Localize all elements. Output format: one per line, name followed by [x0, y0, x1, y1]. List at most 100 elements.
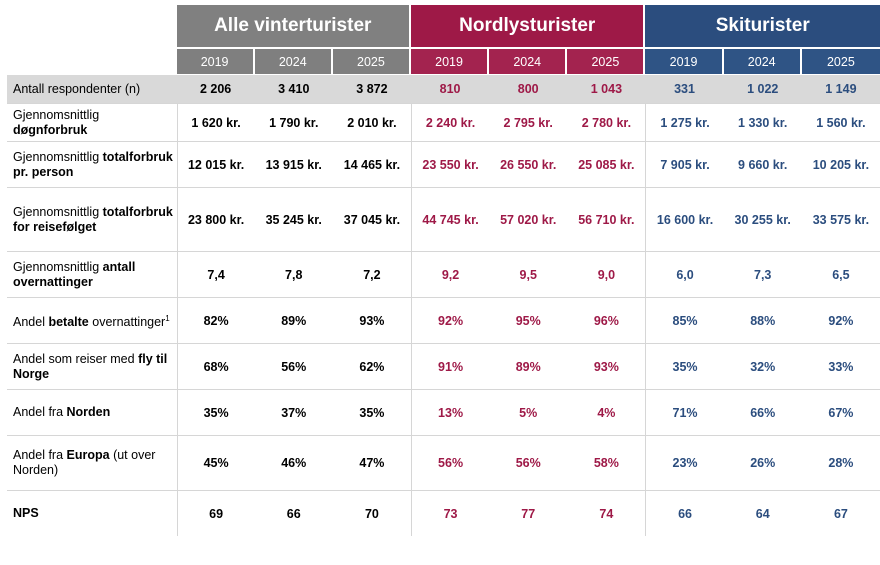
year-cell: 2025 — [567, 47, 646, 74]
table-cell: 67 — [801, 490, 880, 536]
table-cell: 66% — [723, 389, 802, 435]
row-label: Gjennomsnittlig antall overnattinger — [7, 251, 177, 297]
table-cell: 73 — [410, 490, 490, 536]
row-label-bold: NPS — [13, 506, 39, 520]
table-cell: 56% — [410, 435, 490, 490]
respondents-value: 800 — [489, 74, 568, 103]
table-cell: 2 780 kr. — [567, 103, 646, 141]
table-cell: 58% — [567, 435, 646, 490]
row-label-text: Andel fra — [13, 405, 64, 419]
table-cell: 1 275 kr. — [645, 103, 724, 141]
row-label-text: Andel — [13, 315, 45, 330]
row-label: Andel fra Europa (ut over Norden) — [7, 435, 177, 490]
table-cell: 88% — [723, 297, 802, 343]
row-label-bold: Europa — [66, 448, 110, 462]
table-cell: 92% — [801, 297, 880, 343]
table-cell: 23 800 kr. — [176, 187, 255, 251]
year-cell: 2024 — [489, 47, 568, 74]
row-label-bold: døgnforbruk — [13, 122, 88, 137]
row-label: Andel som reiser med fly til Norge — [7, 343, 177, 389]
table-cell: 69 — [176, 490, 255, 536]
table-cell: 66 — [254, 490, 333, 536]
table-cell: 9 660 kr. — [723, 141, 802, 187]
year-cell: 2024 — [254, 47, 333, 74]
table-cell: 1 330 kr. — [723, 103, 802, 141]
row-label-text: Gjennomsnittlig — [13, 107, 100, 122]
table-cell: 47% — [332, 435, 411, 490]
table-cell: 9,5 — [489, 251, 568, 297]
row-label: Andel fra Norden — [7, 389, 177, 435]
table-cell: 6,0 — [645, 251, 724, 297]
table-cell: 7,8 — [254, 251, 333, 297]
table-cell: 25 085 kr. — [567, 141, 646, 187]
table-cell: 46% — [254, 435, 333, 490]
row-label-bold: totalforbruk for reisefølget — [13, 204, 173, 234]
table-cell: 26% — [723, 435, 802, 490]
table-cell: 44 745 kr. — [410, 187, 490, 251]
table-cell: 7,2 — [332, 251, 411, 297]
table-cell: 66 — [645, 490, 724, 536]
row-label-text: Andel som reiser med — [13, 351, 135, 366]
respondents-label: Antall respondenter (n) — [7, 74, 177, 103]
table-cell: 70 — [332, 490, 411, 536]
table-cell: 13 915 kr. — [254, 141, 333, 187]
table-cell: 57 020 kr. — [489, 187, 568, 251]
table-cell: 74 — [567, 490, 646, 536]
table-cell: 96% — [567, 297, 646, 343]
table-cell: 28% — [801, 435, 880, 490]
table-cell: 71% — [645, 389, 724, 435]
table-cell: 23 550 kr. — [410, 141, 490, 187]
table-cell: 89% — [254, 297, 333, 343]
table-cell: 7,3 — [723, 251, 802, 297]
table-cell: 23% — [645, 435, 724, 490]
table-cell: 91% — [410, 343, 490, 389]
table-cell: 68% — [176, 343, 255, 389]
year-cell: 2019 — [410, 47, 490, 74]
year-cell: 2025 — [801, 47, 880, 74]
row-label-bold: totalforbruk pr. person — [13, 149, 173, 179]
row-label-text: Gjennomsnittlig — [13, 259, 100, 274]
table-row: Andel betalte overnattinger1 82% 89% 93% 92%… — [7, 297, 880, 343]
table-cell: 12 015 kr. — [176, 141, 255, 187]
respondents-value: 331 — [645, 74, 724, 103]
table-cell: 95% — [489, 297, 568, 343]
row-label: Gjennomsnittlig døgnforbruk — [7, 103, 177, 141]
row-label-bold: Norden — [66, 405, 111, 419]
table-cell: 37% — [254, 389, 333, 435]
table-cell: 93% — [332, 297, 411, 343]
row-label-text: Gjennomsnittlig — [13, 149, 100, 164]
row-label-bold: fly til Norge — [13, 351, 168, 381]
respondents-row: Antall respondenter (n) 2 206 3 410 3 87… — [7, 74, 880, 103]
year-cell: 2025 — [332, 47, 411, 74]
respondents-value: 1 043 — [567, 74, 646, 103]
table-cell: 77 — [489, 490, 568, 536]
table-cell: 56 710 kr. — [567, 187, 646, 251]
table-cell: 14 465 kr. — [332, 141, 411, 187]
table-cell: 26 550 kr. — [489, 141, 568, 187]
table-cell: 13% — [410, 389, 490, 435]
table-row: Gjennomsnittlig totalforbruk for reisefø… — [7, 187, 880, 251]
table-row: Andel fra Europa (ut over Norden) 45% 46% 4… — [7, 435, 880, 490]
row-label: Andel betalte overnattinger1 — [7, 297, 177, 343]
group-header-ski: Skiturister — [645, 5, 880, 47]
group-header-nordlys: Nordlysturister — [410, 5, 646, 47]
table-row: Gjennomsnittlig antall overnattinger 7,4 7… — [7, 251, 880, 297]
table-cell: 85% — [645, 297, 724, 343]
year-cell: 2019 — [645, 47, 724, 74]
year-header-row: 2019 2024 2025 2019 2024 2025 2019 2024 … — [7, 47, 880, 74]
group-header-alle: Alle vinterturister — [176, 5, 411, 47]
table-cell: 1 560 kr. — [801, 103, 880, 141]
row-label-text: Andel fra — [13, 448, 64, 462]
respondents-value: 2 206 — [176, 74, 255, 103]
table-cell: 1 620 kr. — [176, 103, 255, 141]
row-label: NPS — [7, 490, 177, 536]
respondents-value: 1 022 — [723, 74, 802, 103]
table-row: Gjennomsnittlig totalforbruk pr. person 1… — [7, 141, 880, 187]
respondents-value: 3 410 — [254, 74, 333, 103]
row-label: Gjennomsnittlig totalforbruk pr. person — [7, 141, 177, 187]
table-cell: 6,5 — [801, 251, 880, 297]
table-cell: 9,0 — [567, 251, 646, 297]
year-cell: 2024 — [723, 47, 802, 74]
table-cell: 2 240 kr. — [410, 103, 490, 141]
year-cell: 2019 — [176, 47, 255, 74]
